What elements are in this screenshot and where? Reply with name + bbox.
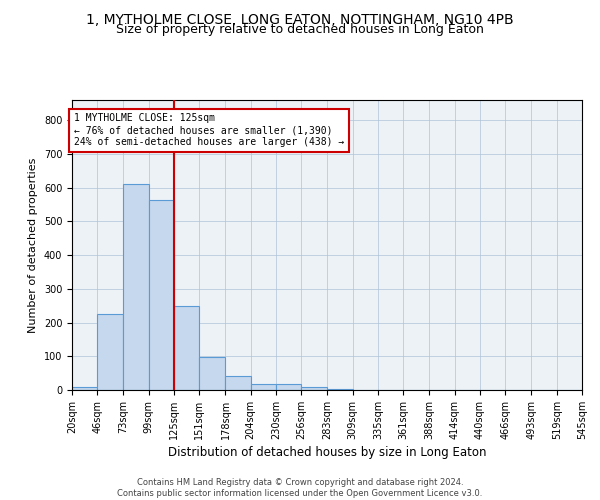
Bar [124, 184, 149, 390]
Text: Size of property relative to detached houses in Long Eaton: Size of property relative to detached ho… [116, 22, 484, 36]
Text: 1, MYTHOLME CLOSE, LONG EATON, NOTTINGHAM, NG10 4PB: 1, MYTHOLME CLOSE, LONG EATON, NOTTINGHA… [86, 12, 514, 26]
Bar [328, 388, 353, 390]
Bar [149, 200, 174, 390]
Text: 1 MYTHOLME CLOSE: 125sqm
← 76% of detached houses are smaller (1,390)
24% of sem: 1 MYTHOLME CLOSE: 125sqm ← 76% of detach… [74, 114, 344, 146]
Text: Distribution of detached houses by size in Long Eaton: Distribution of detached houses by size … [168, 446, 486, 459]
Bar [276, 384, 301, 390]
Bar [97, 314, 124, 390]
Text: Contains HM Land Registry data © Crown copyright and database right 2024.
Contai: Contains HM Land Registry data © Crown c… [118, 478, 482, 498]
Bar [72, 388, 97, 390]
Bar [251, 384, 276, 390]
Bar [226, 376, 251, 390]
Bar [301, 386, 328, 390]
Y-axis label: Number of detached properties: Number of detached properties [28, 158, 38, 332]
Bar [174, 306, 199, 390]
Bar [199, 358, 226, 390]
